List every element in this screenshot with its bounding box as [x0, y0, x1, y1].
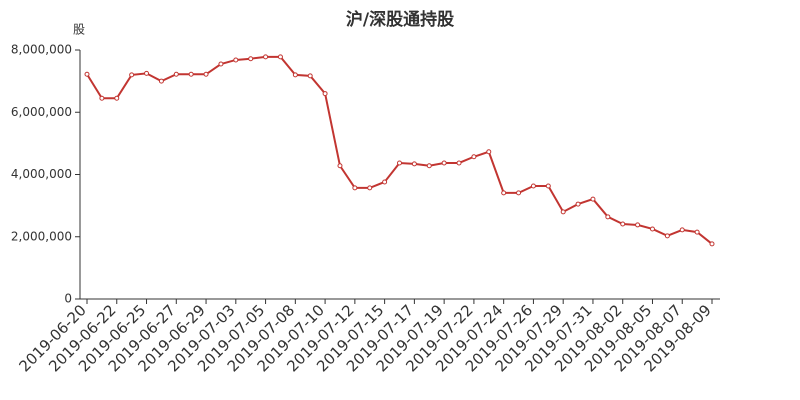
point: [218, 61, 224, 67]
point: [501, 190, 507, 196]
point: [456, 160, 462, 166]
point: [486, 149, 492, 155]
point: [441, 160, 447, 166]
point: [516, 190, 522, 196]
point: [367, 185, 373, 191]
point: [426, 163, 432, 169]
point: [649, 226, 655, 232]
y-tick-label: 6,000,000: [11, 105, 72, 119]
point: [382, 179, 388, 185]
point: [263, 54, 269, 60]
y-axis-label: 股: [73, 23, 85, 37]
point: [144, 70, 150, 76]
point: [173, 71, 179, 77]
chart-title: 沪/深股通持股: [346, 9, 454, 30]
point: [352, 185, 358, 191]
point: [277, 54, 283, 60]
point: [322, 91, 328, 97]
point: [575, 201, 581, 207]
point: [411, 161, 417, 167]
point: [129, 72, 135, 78]
point: [620, 221, 626, 227]
point: [560, 209, 566, 215]
point: [694, 229, 700, 235]
point: [114, 95, 120, 101]
point: [679, 227, 685, 233]
y-tick-label: 2,000,000: [11, 229, 72, 243]
point: [203, 71, 209, 77]
point: [709, 241, 715, 247]
point: [337, 163, 343, 169]
point: [188, 71, 194, 77]
point: [158, 78, 164, 84]
point: [248, 56, 254, 62]
point: [635, 222, 641, 228]
y-tick-label: 0: [64, 292, 72, 306]
y-tick-label: 8,000,000: [11, 43, 72, 57]
point: [530, 183, 536, 189]
point: [233, 57, 239, 63]
point: [471, 154, 477, 160]
point: [545, 183, 551, 189]
point: [664, 233, 670, 239]
point: [84, 71, 90, 77]
line: [86, 55, 713, 245]
y-tick-label: 4,000,000: [11, 167, 72, 181]
point: [590, 196, 596, 202]
point: [397, 160, 402, 166]
point: [292, 72, 298, 78]
point: [307, 73, 313, 79]
point: [99, 95, 105, 101]
point: [605, 214, 611, 220]
